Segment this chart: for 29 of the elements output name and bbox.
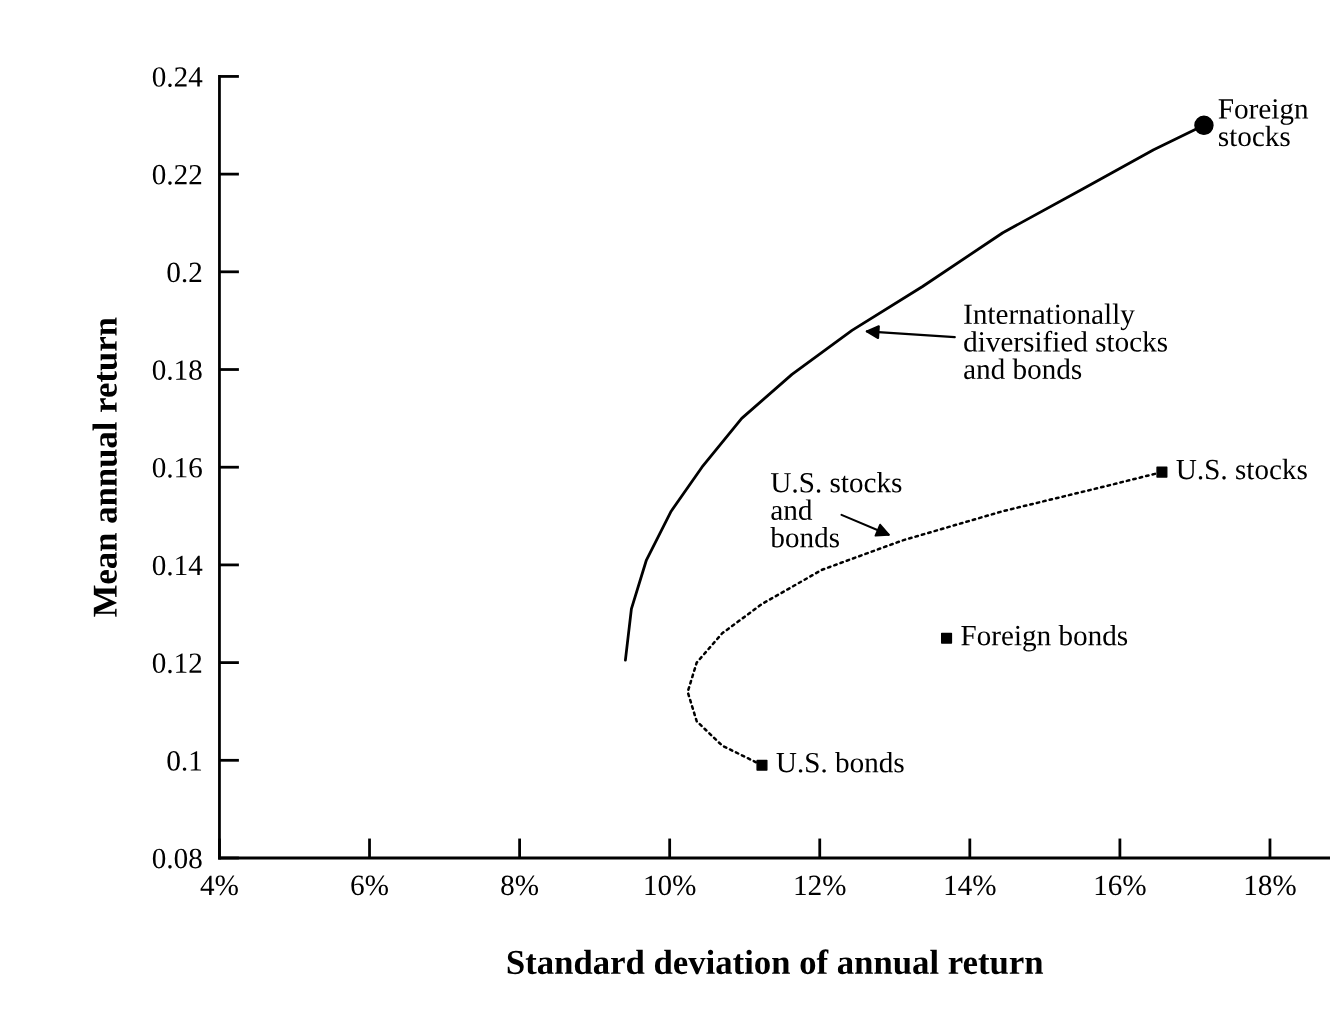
point bbox=[1156, 466, 1168, 478]
x-tick-label: 12% bbox=[795, 875, 846, 896]
x-tick-label: 10% bbox=[645, 875, 696, 896]
y-tick-label: 0.12 bbox=[152, 653, 202, 674]
series-label: Foreign bonds bbox=[961, 624, 1128, 652]
x-tick-label: 16% bbox=[1095, 875, 1146, 896]
y-tick-label: 0.16 bbox=[152, 457, 202, 478]
y-tick-label: 0.08 bbox=[152, 848, 202, 869]
series-label: U.S. stocks and bonds bbox=[770, 472, 902, 548]
y-tick-label: 0.14 bbox=[152, 555, 203, 576]
y-tick-label: 0.18 bbox=[152, 360, 202, 381]
y-tick-label: 0.22 bbox=[152, 164, 202, 185]
x-tick-label: 6% bbox=[351, 875, 388, 896]
x-tick-label: 8% bbox=[501, 875, 539, 896]
x-axis-title: Standard deviation of annual return bbox=[507, 949, 1044, 975]
series-label: U.S. bonds bbox=[776, 751, 904, 773]
legend-label: Internationally diversified stocks and bonds bbox=[964, 303, 1167, 380]
y-tick-label: 0.24 bbox=[152, 67, 203, 87]
y-tick-label: 0.1 bbox=[167, 751, 202, 771]
series-label: U.S. stocks bbox=[1176, 458, 1307, 480]
x-tick-label: 4% bbox=[200, 875, 238, 896]
x-tick-label: 14% bbox=[945, 875, 996, 896]
x-tick-label: 18% bbox=[1245, 875, 1296, 896]
y-axis-title: Mean annual return bbox=[92, 317, 117, 617]
point bbox=[941, 632, 953, 644]
point bbox=[756, 759, 768, 771]
y-tick-label: 0.2 bbox=[167, 262, 202, 283]
series-label: Foreign stocks bbox=[1218, 99, 1309, 147]
point bbox=[1194, 115, 1214, 135]
